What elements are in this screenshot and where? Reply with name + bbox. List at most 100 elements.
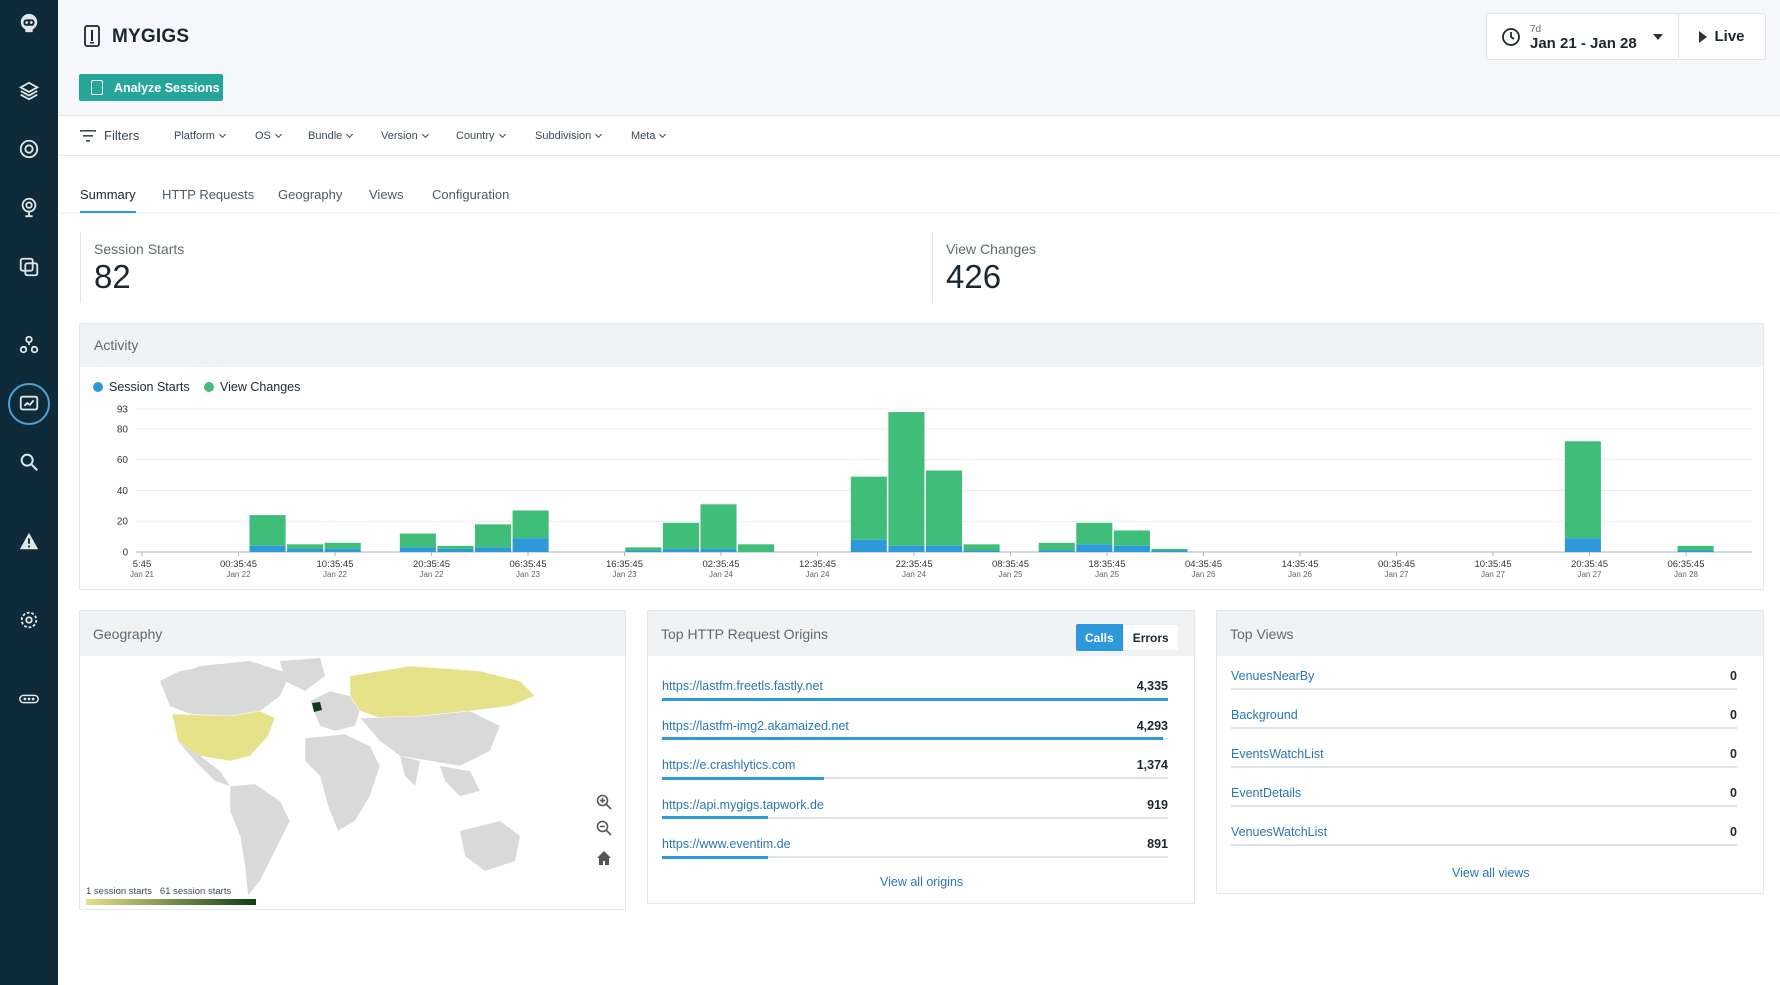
x-tick-label: 00:35:45 [1378,559,1415,570]
bar-session-starts [474,547,512,552]
view-row[interactable]: EventDetails 0 [1231,786,1737,818]
card-title: Top HTTP Request Origins [661,626,829,642]
tab-configuration[interactable]: Configuration [432,187,510,202]
x-tick-label: 5:45 [133,559,152,570]
play-icon [1699,30,1708,43]
view-row[interactable]: Background 0 [1231,708,1737,740]
date-range-picker[interactable]: 7d Jan 21 - Jan 28 [1486,13,1679,60]
bar-view-changes [625,547,662,551]
view-link[interactable]: EventsWatchList [1231,747,1324,761]
filter-platform[interactable]: Platform [174,130,225,142]
origin-count: 4,293 [1136,718,1168,733]
errors-toggle[interactable]: Errors [1122,624,1179,651]
origin-bar-fill [662,816,769,819]
mobile-analytics-icon[interactable] [8,383,50,425]
bar-session-starts [324,548,361,552]
view-count: 0 [1730,669,1737,683]
filter-os[interactable]: OS [255,130,281,142]
view-link[interactable]: VenuesNearBy [1231,669,1315,683]
tab-views[interactable]: Views [369,187,404,202]
map-color-scale [86,899,256,905]
filter-subdivision[interactable]: Subdivision [535,130,601,142]
origin-link[interactable]: https://www.eventim.de [662,837,791,851]
x-tick-label: 20:35:45 [413,559,450,570]
bar-view-changes [324,542,361,549]
origin-link[interactable]: https://api.mygigs.tapwork.de [662,797,824,812]
network-icon[interactable] [14,330,44,360]
x-tick-label: 02:35:45 [703,559,740,570]
x-tick-label: 04:35:45 [1185,559,1222,570]
more-icon[interactable] [14,684,44,714]
view-row[interactable]: VenuesNearBy 0 [1231,669,1737,701]
view-count: 0 [1730,786,1737,800]
zoom-in-button[interactable] [593,791,615,813]
view-link[interactable]: EventDetails [1231,786,1302,800]
view-link[interactable]: Background [1231,708,1298,722]
legend-session-starts[interactable]: Session Starts [93,380,190,394]
view-link[interactable]: VenuesWatchList [1231,825,1328,839]
scale-max-label: 61 session starts [159,886,232,897]
x-tick-date: Jan 25 [998,570,1023,579]
x-tick-date: Jan 27 [1577,570,1602,579]
origin-count: 4,335 [1136,679,1168,693]
warning-icon[interactable] [14,526,44,556]
x-tick-date: Jan 28 [1674,570,1699,579]
bar-view-changes [850,476,887,540]
satellite-icon[interactable] [14,192,44,222]
view-row[interactable]: EventsWatchList 0 [1231,747,1737,779]
gear-icon[interactable] [14,605,44,635]
origin-count: 891 [1147,837,1168,851]
calls-toggle[interactable]: Calls [1076,624,1123,651]
filter-bar: Filters Platform OS Bundle Version Count… [58,115,1780,156]
origin-link[interactable]: https://lastfm.freetls.fastly.net [662,679,823,693]
search-icon[interactable] [14,447,44,477]
live-label: Live [1714,28,1745,45]
view-all-origins-link[interactable]: View all origins [880,875,964,889]
origin-row[interactable]: https://www.eventim.de 891 [662,837,1168,869]
top-bar: MYGIGS Analyze Sessions 7d Jan 21 - Jan … [58,0,1780,115]
bar-session-starts [1564,538,1601,552]
legend-view-changes[interactable]: View Changes [204,380,300,394]
x-tick-label: 10:35:45 [317,559,354,570]
home-button[interactable] [593,847,615,869]
view-row[interactable]: VenuesWatchList 0 [1231,825,1737,857]
bar-view-changes [700,504,737,549]
view-bar-track [1231,805,1737,807]
x-tick-label: 18:35:45 [1089,559,1126,570]
world-map[interactable] [80,656,625,909]
bar-session-starts [1076,544,1113,552]
view-all-views-link[interactable]: View all views [1452,866,1530,880]
layers-icon[interactable] [14,76,44,106]
origin-row[interactable]: https://api.mygigs.tapwork.de 919 [662,798,1168,830]
y-tick-label: 93 [117,405,129,416]
top-views-card: Top Views VenuesNearBy 0 Background 0 Events… [1216,610,1764,894]
view-count: 0 [1730,825,1737,839]
range-preset: 7d [1530,24,1542,35]
analyze-sessions-label: Analyze Sessions [114,80,220,95]
bar-session-starts [1677,550,1714,552]
x-tick-label: 08:35:45 [992,559,1029,570]
origin-row[interactable]: https://lastfm.freetls.fastly.net 4,335 [662,679,1168,711]
filter-country[interactable]: Country [456,130,505,142]
analyze-sessions-button[interactable]: Analyze Sessions [79,74,223,101]
map-alaska [160,668,200,696]
zoom-out-button[interactable] [593,817,615,839]
filters-button[interactable]: Filters [80,128,139,143]
origin-row[interactable]: https://lastfm-img2.akamaized.net 4,293 [662,719,1168,751]
origin-link[interactable]: https://lastfm-img2.akamaized.net [662,718,849,733]
origin-link[interactable]: https://e.crashlytics.com [662,758,796,772]
live-button[interactable]: Live [1679,13,1766,60]
x-tick-date: Jan 27 [1384,570,1409,579]
tab-geography[interactable]: Geography [278,187,343,202]
tab-http-requests[interactable]: HTTP Requests [162,187,255,202]
origin-row[interactable]: https://e.crashlytics.com 1,374 [662,758,1168,790]
copy-icon[interactable] [14,252,44,282]
stat-value: 426 [946,258,1002,295]
tab-summary[interactable]: Summary [80,187,136,213]
aperture-icon[interactable] [14,134,44,164]
x-tick-label: 06:35:45 [510,559,547,570]
filter-bundle[interactable]: Bundle [308,130,352,142]
robot-logo-icon[interactable] [14,8,44,38]
filter-meta[interactable]: Meta [631,130,665,142]
filter-version[interactable]: Version [381,130,428,142]
